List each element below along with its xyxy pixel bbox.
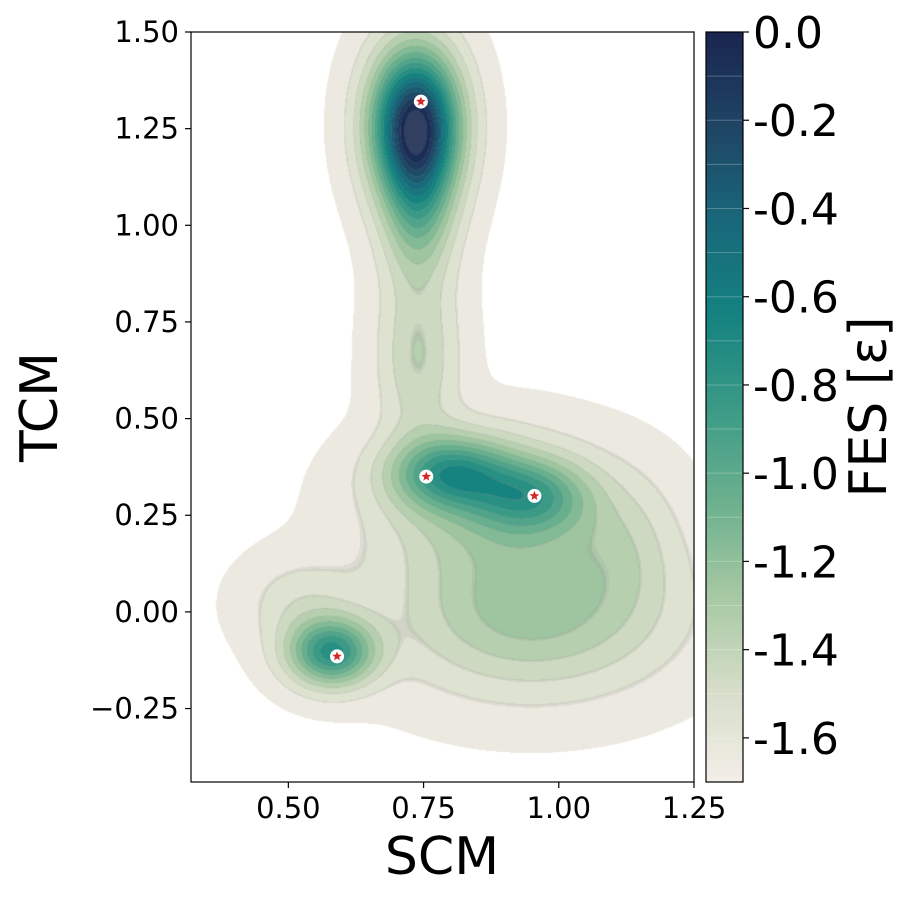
x-tick-label: 1.25 (662, 791, 727, 825)
y-tick-label: 0.00 (114, 595, 179, 629)
y-tick-label: 0.25 (114, 498, 179, 532)
plot-frame (190, 31, 695, 783)
x-tick-label: 0.50 (256, 791, 321, 825)
y-axis-title: TCM (10, 352, 70, 463)
colorbar-tick-label: -0.6 (753, 273, 839, 324)
minimum-star-marker (332, 651, 342, 661)
minimum-star-marker (416, 96, 426, 106)
y-tick-label: 0.75 (114, 305, 179, 339)
minimum-star-marker (529, 490, 540, 500)
x-axis-title: SCM (385, 827, 499, 887)
y-axis: −0.25 0.00 0.25 0.50 0.75 1.00 1.25 1.50 (90, 15, 191, 726)
colorbar-tick-label: 0.0 (753, 8, 823, 59)
colorbar-tick-label: -1.0 (753, 449, 839, 500)
x-axis: 0.50 0.75 1.00 1.25 (256, 782, 726, 825)
colorbar: 0.0 -0.2 -0.4 -0.6 -0.8 -1.0 -1.2 -1.4 -1.6 FES … (705, 8, 899, 783)
colorbar-tick-label: -1.4 (753, 626, 839, 677)
x-tick-label: 0.75 (391, 791, 456, 825)
colorbar-ticks: 0.0 -0.2 -0.4 -0.6 -0.8 -1.0 -1.2 -1.4 -1.6 (743, 8, 839, 765)
y-tick-label: 0.50 (114, 402, 179, 436)
y-tick-label: 1.50 (114, 15, 179, 49)
plot-area (190, 31, 695, 783)
colorbar-tick-label: -0.8 (753, 361, 839, 412)
y-tick-label: −0.25 (90, 692, 179, 726)
colorbar-fill (706, 32, 743, 782)
colorbar-tick-label: -0.4 (753, 184, 839, 235)
colorbar-label: FES [ε] (839, 317, 899, 498)
colorbar-tick-label: -0.2 (753, 96, 839, 147)
colorbar-frame (705, 31, 744, 783)
colorbar-tick-label: -1.2 (753, 537, 839, 588)
y-tick-label: 1.00 (114, 208, 179, 242)
minima-markers (330, 94, 542, 664)
y-tick-label: 1.25 (114, 112, 179, 146)
colorbar-band-lines (706, 75, 743, 739)
fes-heatmap (191, 32, 694, 782)
x-tick-label: 1.00 (526, 791, 591, 825)
minimum-star-marker (421, 471, 432, 481)
colorbar-tick-label: -1.6 (753, 714, 839, 765)
